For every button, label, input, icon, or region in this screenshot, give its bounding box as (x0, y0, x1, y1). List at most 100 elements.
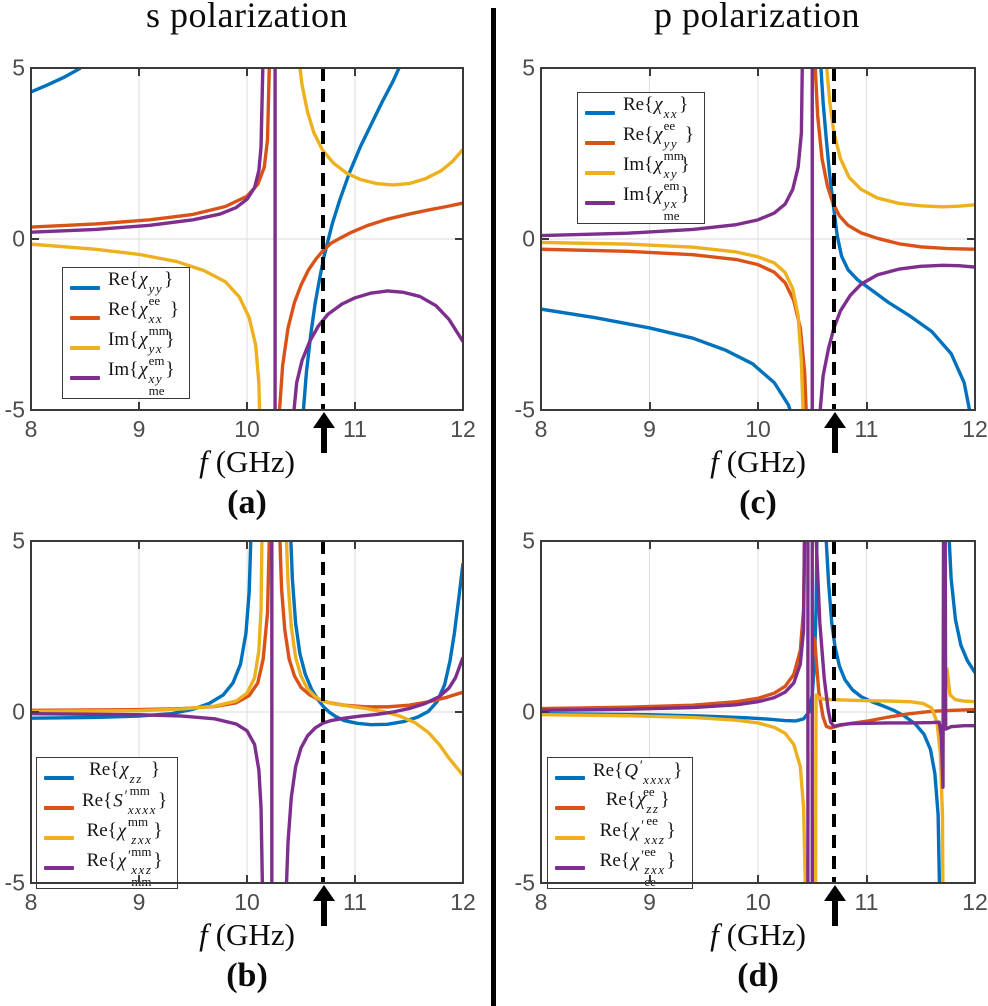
panel-letter-b: (b) (226, 957, 268, 994)
curve-b-3 (286, 657, 463, 883)
curve-c-0 (820, 68, 973, 410)
y-tick (31, 238, 39, 240)
legend-line-sample (555, 776, 585, 780)
x-tick-label: 8 (534, 416, 548, 442)
legend-line-sample (585, 171, 615, 175)
curve-a-3 (31, 68, 263, 232)
xlabel-unit: (GHz) (726, 444, 806, 479)
x-axis-label-d: f (GHz) (710, 917, 806, 953)
legend-label: Im{χ xy me} (107, 359, 180, 397)
x-tick-label: 10 (234, 416, 260, 442)
y-tick-label: 0 (522, 225, 535, 252)
legend-label: Re{χ yy mm} (622, 124, 695, 162)
xlabel-variable: f (199, 917, 208, 952)
xlabel-unit: (GHz) (215, 444, 295, 479)
legend-math: Re{χ yy mm} (623, 124, 694, 163)
x-tick-label: 12 (450, 889, 476, 915)
legend-line-sample (585, 111, 615, 115)
curve-d-2 (947, 668, 975, 702)
x-tick (865, 68, 868, 76)
x-tick (246, 875, 248, 883)
legend-line-sample (585, 201, 615, 205)
curve-a-0 (302, 68, 407, 410)
y-tick (31, 711, 39, 713)
legend-line-sample (70, 346, 100, 350)
x-tick (865, 875, 868, 883)
x-tick-label: 12 (450, 416, 476, 442)
legend-line-sample (44, 866, 74, 870)
legend-math: Im{χ yx me} (623, 184, 690, 223)
legend-label: Re{χ′ zxx mm} (81, 818, 168, 858)
legend-math: Re{S′ xxxx mm} (82, 787, 168, 830)
legend-math: Re{χ′ zxx mm} (86, 817, 163, 860)
legend-label: Re{S′ xxxx mm} (81, 788, 168, 828)
legend-math: Re{χ yy ee} (108, 269, 174, 308)
x-tick-label: 9 (643, 416, 656, 442)
legend-math: Im{χ yx em} (108, 329, 175, 368)
x-tick (138, 541, 140, 549)
curve-d-1 (541, 541, 805, 709)
x-tick-label: 8 (24, 416, 38, 442)
curve-d-0 (541, 541, 817, 721)
panel-letter-d: (d) (737, 957, 779, 994)
y-tick-label: 0 (12, 225, 25, 252)
legend-math: Re{χ zz ee} (605, 789, 670, 828)
legend-a: Re{χ yy ee} Re{χ xx mm} Im{χ yx em} Im{χ xy me} (62, 267, 190, 399)
curve-c-3 (541, 68, 802, 236)
dashed-marker-line-d (831, 541, 836, 883)
legend-entry: Re{χ yy ee} (70, 269, 180, 307)
xlabel-unit: (GHz) (215, 917, 295, 952)
legend-line-sample (70, 286, 100, 290)
curve-d-2 (816, 695, 943, 883)
y-tick-label: 5 (522, 527, 535, 554)
x-tick (246, 541, 248, 549)
x-tick-label: 11 (854, 889, 879, 915)
legend-entry: Re{χ′ xxz ee} (555, 818, 683, 858)
arrow-marker-d (824, 885, 847, 901)
legend-math: Im{χ xy em} (623, 154, 690, 193)
curve-c-1 (541, 249, 807, 410)
legend-math: Im{χ xy me} (108, 359, 175, 398)
legend-line-sample (44, 776, 74, 780)
legend-entry: Im{χ yx me} (585, 184, 695, 222)
legend-label: Re{χ xx mm} (107, 299, 180, 337)
legend-label: Re{χ zz mm} (81, 759, 168, 797)
curve-d-3 (816, 541, 944, 787)
legend-line-sample (555, 806, 585, 810)
x-tick-label: 8 (534, 889, 548, 915)
curve-a-0 (31, 68, 93, 92)
x-tick (757, 402, 759, 410)
x-tick (648, 402, 651, 410)
curve-d-3 (945, 541, 975, 729)
legend-label: Re{χ xx ee} (622, 94, 695, 132)
y-tick-label: -5 (514, 869, 535, 896)
x-tick-label: 12 (962, 416, 988, 442)
y-tick-label: 5 (12, 54, 25, 81)
x-tick (354, 402, 356, 410)
arrow-marker-stem-a (320, 427, 327, 453)
legend-label: Re{χ′ xxz ee} (592, 818, 683, 858)
y-tick (967, 238, 975, 240)
curve-b-0 (31, 541, 251, 718)
x-tick (246, 402, 248, 410)
legend-math: Re{χ xx mm} (108, 299, 179, 338)
column-divider (491, 8, 496, 1006)
legend-line-sample (70, 376, 100, 380)
arrow-marker-stem-d (832, 900, 839, 926)
legend-math: Re{χ zz mm} (89, 759, 161, 798)
legend-entry: Im{χ xy me} (70, 359, 180, 397)
legend-label: Re{χ zz ee} (592, 789, 683, 827)
x-axis-label-b: f (GHz) (199, 917, 295, 953)
legend-entry: Re{S′ xxxx mm} (44, 788, 168, 828)
legend-entry: Re{Q′ xxxx ee} (555, 758, 683, 798)
y-tick-label: -5 (514, 396, 535, 423)
xlabel-unit: (GHz) (726, 917, 806, 952)
y-tick-label: 0 (522, 698, 535, 725)
x-tick (354, 541, 356, 549)
legend-line-sample (555, 866, 585, 870)
panel-letter-a: (a) (227, 484, 267, 521)
y-tick-label: -5 (4, 869, 25, 896)
legend-math: Re{Q′ xxxx ee} (593, 757, 683, 800)
curve-b-1 (31, 541, 270, 710)
